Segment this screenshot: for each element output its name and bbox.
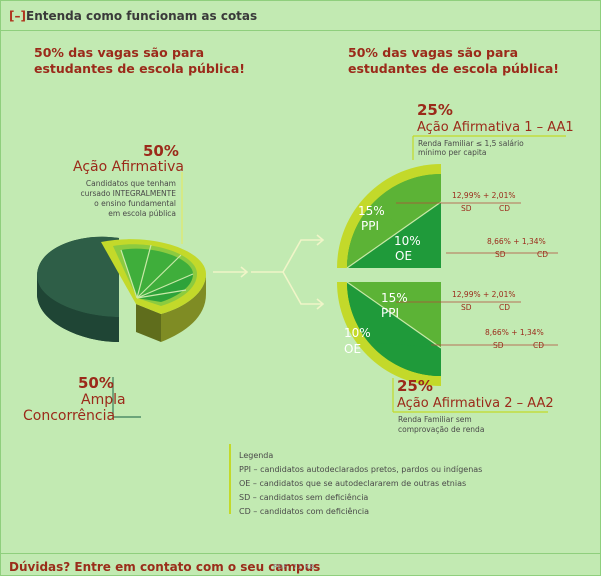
panel-header: [–] Entenda como funcionam as cotas	[1, 1, 600, 31]
aa-title: Ação Afirmativa	[73, 159, 184, 175]
collapse-toggle[interactable]: [–]	[9, 9, 26, 23]
aa2-oe-sd: SD	[493, 341, 504, 350]
legend-title: Legenda	[239, 451, 274, 460]
right-heading-line1: 50% das vagas são para	[348, 45, 519, 60]
legend-item-oe: OE – candidatos que se autodeclararem de…	[239, 479, 467, 488]
aa2-quarter-pie	[337, 281, 442, 386]
quota-infographic: 50% das vagas são para estudantes de esc…	[1, 32, 601, 553]
legend-item-sd: SD – candidatos sem deficiência	[239, 493, 369, 502]
aa-desc-3: o ensino fundamental	[94, 199, 176, 208]
legend-item-ppi: PPI – candidatos autodeclarados pretos, …	[239, 465, 483, 474]
aa1-oe-cd: CD	[537, 250, 549, 259]
left-heading-line2: estudantes de escola pública!	[34, 61, 245, 76]
aa2-oe-percent: 10%	[344, 326, 371, 340]
aa1-desc-1: Renda Familiar ≤ 1,5 salário	[418, 139, 524, 148]
aa1-oe-percent: 10%	[394, 234, 421, 248]
aa2-ppi-percent: 15%	[381, 291, 408, 305]
aa2-oe-cd: CD	[533, 341, 545, 350]
aa2-ppi-cd: CD	[499, 303, 511, 312]
branch-arrows	[213, 234, 325, 310]
left-heading-line1: 50% das vagas são para	[34, 45, 205, 60]
right-heading-line2: estudantes de escola pública!	[348, 61, 559, 76]
aa1-quarter-pie	[337, 164, 442, 269]
aa2-ppi-split: 12,99% + 2,01%	[452, 290, 516, 299]
aa1-oe-split: 8,66% + 1,34%	[487, 237, 546, 246]
infographic-graphics	[37, 135, 566, 514]
aa1-ppi-percent: 15%	[358, 204, 385, 218]
aa1-ppi-sd: SD	[461, 204, 472, 213]
aa1-ppi-label: PPI	[361, 219, 380, 233]
aa2-percent: 25%	[397, 377, 433, 395]
aa2-ppi-sd: SD	[461, 303, 472, 312]
aa2-oe-label: OE	[344, 342, 362, 356]
legend-item-cd: CD – candidatos com deficiência	[239, 507, 370, 516]
ampla-pie-slice	[37, 236, 119, 342]
aa2-title: Ação Afirmativa 2 – AA2	[397, 396, 554, 411]
ampla-line2: Concorrência	[23, 408, 116, 424]
file-meta: PDF, 71 KB	[273, 563, 315, 571]
aa-percent: 50%	[143, 142, 179, 160]
aa1-title: Ação Afirmativa 1 – AA1	[417, 120, 574, 135]
acao-afirmativa-pie-slice	[101, 239, 206, 342]
aa2-desc-1: Renda Familiar sem	[398, 415, 472, 424]
aa1-oe-label: OE	[395, 249, 413, 263]
aa2-oe-split: 8,66% + 1,34%	[485, 328, 544, 337]
aa-desc-4: em escola pública	[108, 209, 176, 218]
ampla-line1: Ampla	[81, 392, 126, 408]
aa1-percent: 25%	[417, 101, 453, 119]
aa-desc-2: cursado INTEGRALMENTE	[80, 189, 176, 198]
aa2-ppi-label: PPI	[381, 306, 400, 320]
aa1-ppi-cd: CD	[499, 204, 511, 213]
contact-campus-link[interactable]: Dúvidas? Entre em contato com o seu camp…	[9, 560, 321, 574]
ampla-percent: 50%	[78, 374, 114, 392]
aa1-oe-sd: SD	[495, 250, 506, 259]
panel-footer: Dúvidas? Entre em contato com o seu camp…	[1, 553, 600, 577]
aa-desc-1: Candidatos que tenham	[85, 179, 176, 188]
panel-title[interactable]: Entenda como funcionam as cotas	[26, 9, 258, 23]
split-lines	[396, 202, 558, 346]
aa2-desc-2: comprovação de renda	[398, 425, 485, 434]
aa1-desc-2: mínimo per capita	[418, 148, 487, 157]
aa1-ppi-split: 12,99% + 2,01%	[452, 191, 516, 200]
